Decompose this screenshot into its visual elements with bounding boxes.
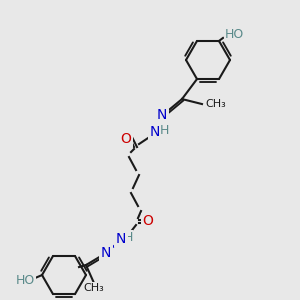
Text: CH₃: CH₃ xyxy=(205,99,226,109)
Text: N: N xyxy=(157,108,167,122)
Text: HO: HO xyxy=(15,274,34,286)
Text: N: N xyxy=(101,246,111,260)
Text: N: N xyxy=(150,125,160,139)
Text: O: O xyxy=(142,214,153,228)
Text: CH₃: CH₃ xyxy=(84,283,104,293)
Text: H: H xyxy=(123,231,133,244)
Text: O: O xyxy=(121,132,131,146)
Text: N: N xyxy=(116,232,126,246)
Text: HO: HO xyxy=(225,28,244,41)
Text: H: H xyxy=(159,124,169,136)
